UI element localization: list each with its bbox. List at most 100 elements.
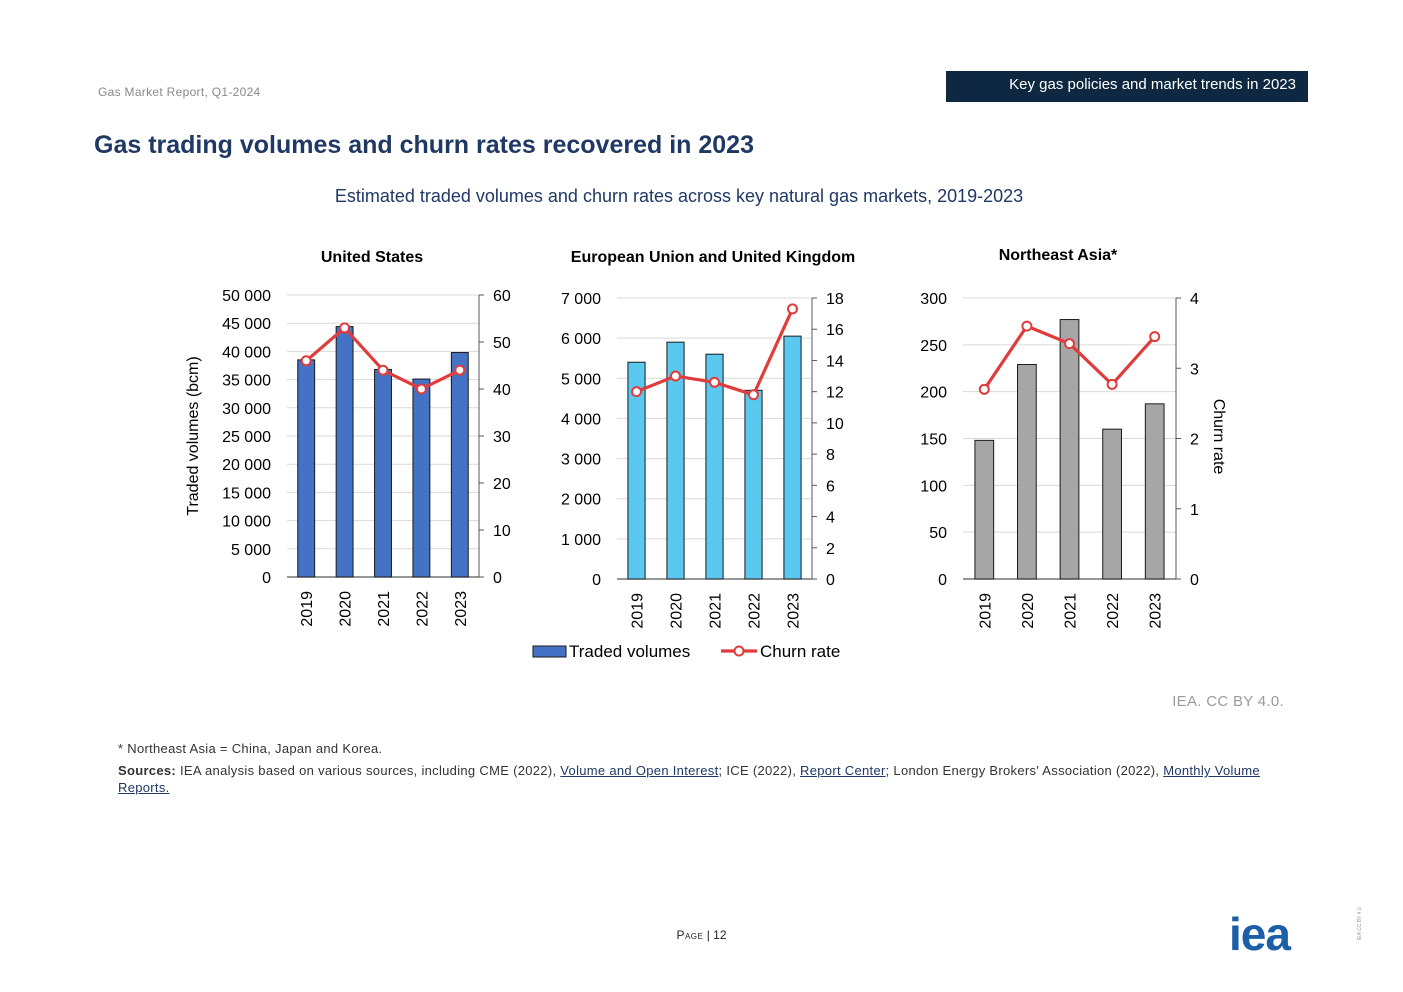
page-label: Page <box>676 928 704 942</box>
y-tick-label: 200 <box>920 385 947 402</box>
x-tick-label: 2022 <box>414 591 431 627</box>
y-tick-label: 50 <box>929 525 947 542</box>
y-tick-label: 10 000 <box>222 514 271 531</box>
sources-text-3: ; London Energy Brokers' Association (20… <box>885 763 1164 778</box>
churn-point-2020 <box>339 322 351 334</box>
y2-tick-label: 40 <box>493 382 511 399</box>
chart-title: European Union and United Kingdom <box>571 249 855 266</box>
y2-axis-title: Churn rate <box>1210 399 1227 475</box>
y-tick-label: 35 000 <box>222 373 271 390</box>
churn-point-2022 <box>748 389 759 401</box>
sources-text-2: ; ICE (2022), <box>718 763 801 778</box>
y2-tick-label: 20 <box>493 476 511 493</box>
y2-tick-label: 2 <box>1190 432 1199 449</box>
y2-tick-label: 4 <box>1190 291 1199 308</box>
page-value: 12 <box>713 928 727 942</box>
y2-tick-label: 10 <box>493 523 511 540</box>
y-tick-label: 2 000 <box>561 492 601 509</box>
chart-title: Northeast Asia* <box>999 247 1118 264</box>
y-tick-label: 0 <box>592 572 601 589</box>
chart-title: United States <box>321 249 423 266</box>
bar-2023 <box>1144 403 1165 580</box>
x-tick-label: 2019 <box>977 593 994 629</box>
legend-label-traded: Traded volumes <box>569 642 690 661</box>
y-tick-label: 15 000 <box>222 485 271 502</box>
y-tick-label: 30 000 <box>222 401 271 418</box>
x-tick-label: 2023 <box>453 591 470 627</box>
bar-2022 <box>412 378 431 578</box>
y2-tick-label: 2 <box>826 541 835 558</box>
y-tick-label: 5 000 <box>231 542 271 559</box>
bar-2021 <box>705 353 724 580</box>
bar-2019 <box>974 439 995 580</box>
y2-tick-label: 3 <box>1190 361 1199 378</box>
page-title: Gas trading volumes and churn rates reco… <box>94 131 754 159</box>
sources-text-1: IEA analysis based on various sources, i… <box>176 763 561 778</box>
x-tick-label: 2020 <box>1020 593 1037 629</box>
x-tick-label: 2020 <box>669 593 686 629</box>
bar-2022 <box>1102 428 1122 580</box>
y2-tick-label: 10 <box>826 416 844 433</box>
y-tick-label: 3 000 <box>561 452 601 469</box>
y-tick-label: 100 <box>920 478 947 495</box>
y2-tick-label: 14 <box>826 353 844 370</box>
y2-tick-label: 60 <box>493 288 511 305</box>
y-tick-label: 40 000 <box>222 344 271 361</box>
y2-tick-label: 0 <box>1190 572 1199 589</box>
y-tick-label: 1 000 <box>561 532 601 549</box>
y-tick-label: 25 000 <box>222 429 271 446</box>
y2-tick-label: 30 <box>493 429 511 446</box>
section-tag[interactable]: Key gas policies and market trends in 20… <box>946 71 1308 102</box>
x-tick-label: 2021 <box>708 593 725 629</box>
figure-title: Estimated traded volumes and churn rates… <box>334 186 1024 206</box>
chart-panel-2: Northeast Asia* 300 250 200 150 100 50 0 4 3 2 1 0 20… <box>920 247 1227 629</box>
bar-2019 <box>627 361 646 580</box>
chart-legend: Traded volumes Churn rate <box>532 642 840 661</box>
y-tick-label: 20 000 <box>222 457 271 474</box>
iea-logo: iea <box>1229 908 1291 960</box>
y2-tick-label: 12 <box>826 385 844 402</box>
y-tick-label: 45 000 <box>222 316 271 333</box>
y2-tick-label: 4 <box>826 510 835 527</box>
churn-point-2020 <box>670 370 681 382</box>
y2-tick-label: 0 <box>493 570 502 587</box>
bar-2019 <box>297 359 316 578</box>
x-tick-label: 2021 <box>376 591 393 627</box>
churn-point-2022 <box>1106 378 1118 390</box>
bar-2023 <box>450 352 469 578</box>
y-tick-label: 250 <box>920 338 947 355</box>
churn-point-2023 <box>787 303 798 315</box>
bar-2020 <box>1017 364 1037 580</box>
y2-tick-label: 1 <box>1190 502 1199 519</box>
x-tick-label: 2019 <box>299 591 316 627</box>
churn-point-2022 <box>415 383 427 395</box>
chart-panel-0: United States 50 000 45 000 40 000 35 000 30 … <box>185 249 511 627</box>
x-tick-label: 2019 <box>630 593 647 629</box>
churn-point-2021 <box>377 364 389 376</box>
x-tick-label: 2023 <box>786 593 803 629</box>
x-tick-label: 2021 <box>1063 593 1080 629</box>
bar-2021 <box>1059 319 1080 580</box>
link-report-center[interactable]: Report Center <box>800 763 886 778</box>
footnote: * Northeast Asia = China, Japan and Kore… <box>118 741 383 756</box>
link-volume-open-interest[interactable]: Volume and Open Interest <box>560 763 719 778</box>
y-tick-label: 4 000 <box>561 411 601 428</box>
y2-tick-label: 18 <box>826 291 844 308</box>
x-tick-label: 2023 <box>1148 593 1165 629</box>
churn-point-2021 <box>1064 338 1075 350</box>
bar-2021 <box>374 368 392 578</box>
y-axis-title: Traded volumes (bcm) <box>185 356 202 515</box>
side-license: IEA CC BY 4.0. <box>1357 906 1363 941</box>
credit: IEA. CC BY 4.0. <box>1172 693 1284 710</box>
y2-tick-label: 8 <box>826 447 835 464</box>
link-monthly-volume-reports[interactable]: Monthly Volume Reports. <box>118 763 1260 795</box>
y-tick-label: 7 000 <box>561 291 601 308</box>
churn-point-2023 <box>454 364 466 376</box>
y2-tick-label: 0 <box>826 572 835 589</box>
churn-point-2021 <box>709 376 720 388</box>
legend-marker-churn <box>733 645 745 657</box>
chart-panel-1: European Union and United Kingdom 7 000 6 … <box>561 249 855 629</box>
y-tick-label: 6 000 <box>561 331 601 348</box>
y-tick-label: 300 <box>920 291 947 308</box>
